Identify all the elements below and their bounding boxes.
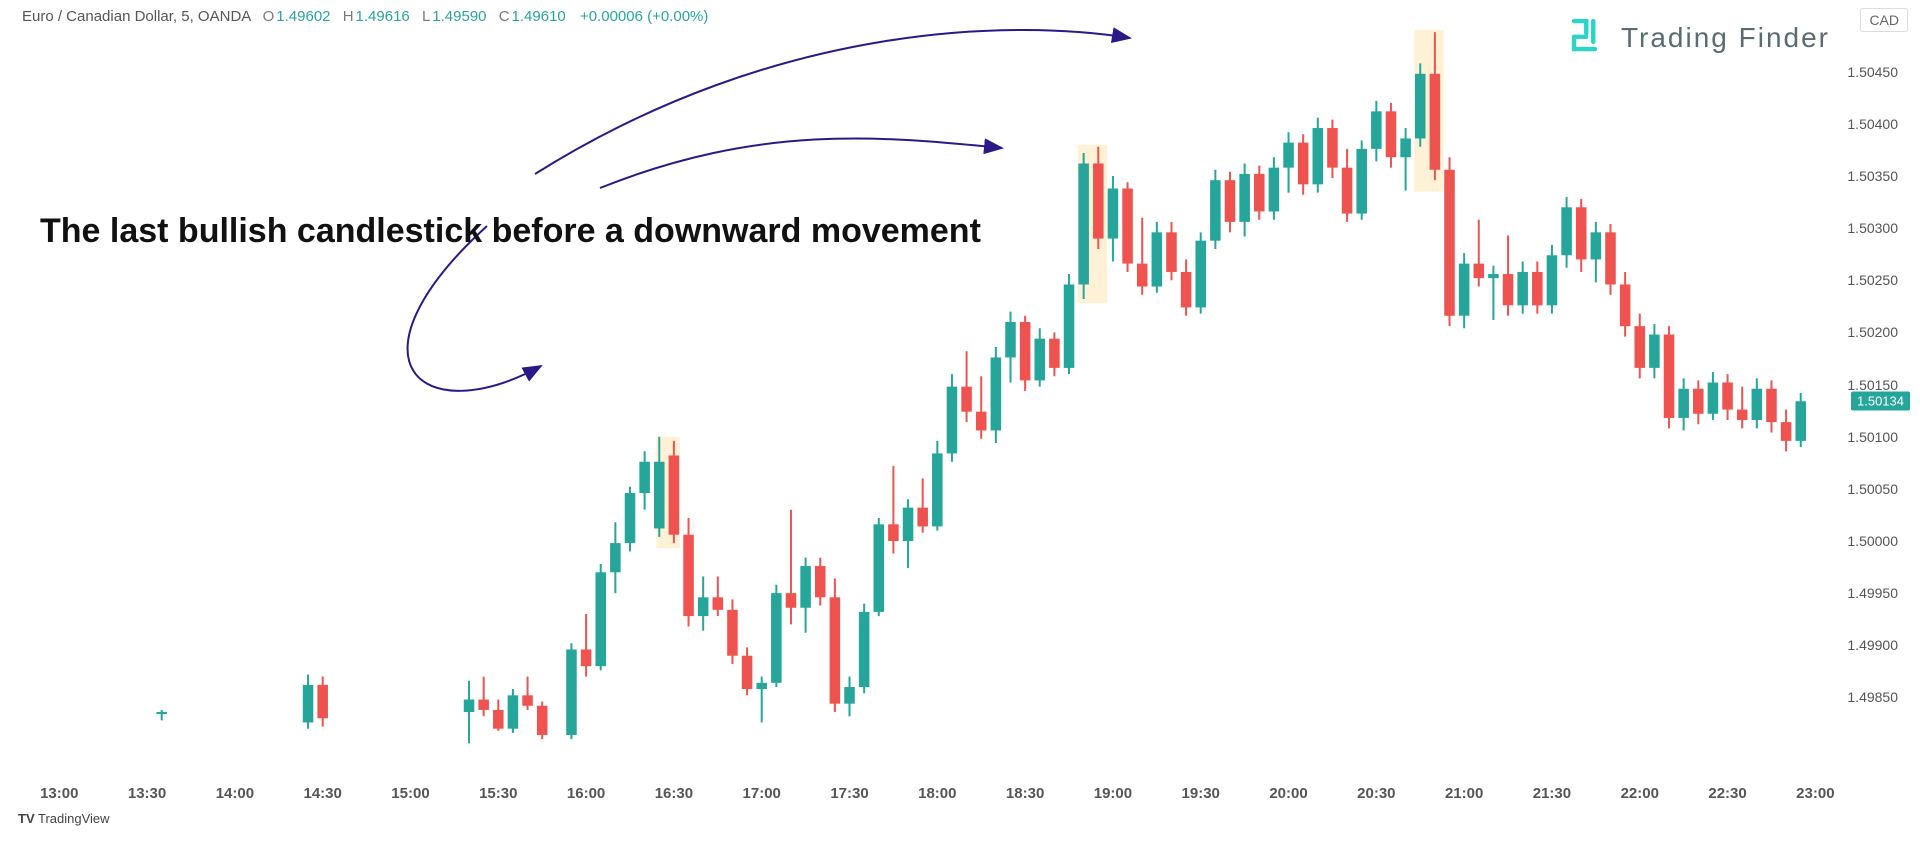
x-tick-label: 20:30: [1357, 785, 1395, 802]
x-tick-label: 21:30: [1533, 785, 1571, 802]
x-tick-label: 13:00: [40, 785, 78, 802]
x-tick-label: 19:00: [1094, 785, 1132, 802]
symbol-name: Euro / Canadian Dollar, 5, OANDA: [22, 8, 250, 25]
y-tick-label: 1.49900: [1847, 637, 1898, 653]
current-price-tag: 1.50134: [1851, 392, 1910, 411]
ohlc-h-value: 1.49616: [356, 8, 410, 25]
x-tick-label: 16:30: [655, 785, 693, 802]
y-tick-label: 1.50400: [1847, 116, 1898, 132]
y-tick-label: 1.49950: [1847, 585, 1898, 601]
x-tick-label: 14:30: [303, 785, 341, 802]
chart-header: Euro / Canadian Dollar, 5, OANDA O1.4960…: [22, 8, 708, 25]
y-tick-label: 1.50250: [1847, 272, 1898, 288]
ohlc-l-value: 1.49590: [432, 8, 486, 25]
tv-bold: TV: [18, 811, 35, 826]
ohlc-h-label: H: [343, 8, 354, 25]
y-tick-label: 1.50300: [1847, 220, 1898, 236]
ohlc-o-value: 1.49602: [276, 8, 330, 25]
tv-light: TradingView: [35, 811, 110, 826]
y-tick-label: 1.49850: [1847, 689, 1898, 705]
tradingview-credit: TV TradingView: [18, 811, 110, 826]
ohlc-c-label: C: [499, 8, 510, 25]
ohlc-change: +0.00006 (+0.00%): [580, 8, 708, 25]
x-tick-label: 14:00: [216, 785, 254, 802]
candlestick-chart[interactable]: [0, 0, 1920, 842]
y-tick-label: 1.50150: [1847, 377, 1898, 393]
x-tick-label: 22:00: [1621, 785, 1659, 802]
brand-text: Trading Finder: [1621, 22, 1830, 54]
currency-badge[interactable]: CAD: [1860, 8, 1908, 32]
x-tick-label: 16:00: [567, 785, 605, 802]
y-tick-label: 1.50200: [1847, 324, 1898, 340]
x-tick-label: 17:30: [830, 785, 868, 802]
x-tick-label: 18:00: [918, 785, 956, 802]
ohlc-o-label: O: [263, 8, 275, 25]
x-tick-label: 23:00: [1796, 785, 1834, 802]
x-tick-label: 19:30: [1182, 785, 1220, 802]
x-tick-label: 13:30: [128, 785, 166, 802]
brand-logo-icon: [1567, 14, 1609, 61]
x-tick-label: 15:30: [479, 785, 517, 802]
x-tick-label: 17:00: [743, 785, 781, 802]
x-tick-label: 18:30: [1006, 785, 1044, 802]
y-tick-label: 1.50050: [1847, 481, 1898, 497]
y-tick-label: 1.50000: [1847, 533, 1898, 549]
brand: Trading Finder: [1567, 14, 1830, 61]
ohlc-c-value: 1.49610: [512, 8, 566, 25]
y-tick-label: 1.50450: [1847, 64, 1898, 80]
y-tick-label: 1.50100: [1847, 429, 1898, 445]
x-tick-label: 20:00: [1269, 785, 1307, 802]
x-tick-label: 21:00: [1445, 785, 1483, 802]
x-tick-label: 15:00: [391, 785, 429, 802]
chart-annotation: The last bullish candlestick before a do…: [40, 212, 981, 251]
ohlc-l-label: L: [422, 8, 430, 25]
y-tick-label: 1.50350: [1847, 168, 1898, 184]
x-tick-label: 22:30: [1708, 785, 1746, 802]
